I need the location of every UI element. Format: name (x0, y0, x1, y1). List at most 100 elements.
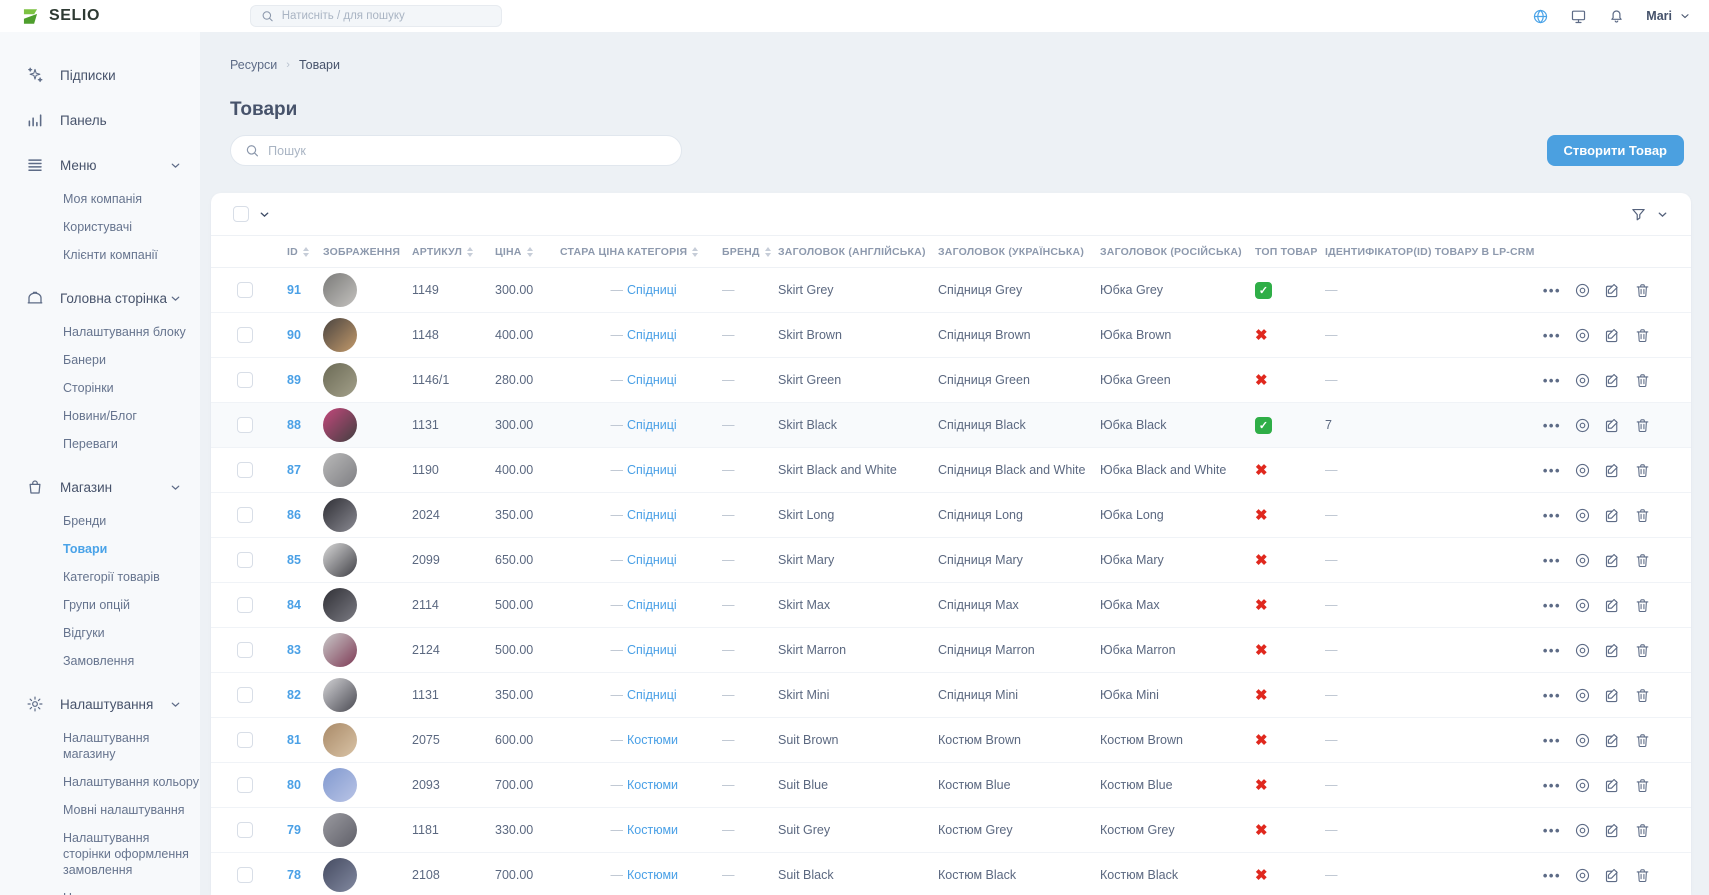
edit-icon[interactable] (1604, 417, 1621, 434)
category-link[interactable]: Костюми (627, 823, 679, 837)
category-link[interactable]: Спідниці (627, 598, 677, 612)
delete-icon[interactable] (1634, 327, 1651, 344)
product-id-link[interactable]: 90 (287, 328, 301, 342)
view-icon[interactable] (1574, 687, 1591, 704)
more-icon[interactable]: ••• (1542, 642, 1561, 658)
row-checkbox[interactable] (237, 327, 253, 343)
category-link[interactable]: Костюми (627, 733, 679, 747)
column-header-brand[interactable]: БРЕНД (715, 246, 771, 258)
more-icon[interactable]: ••• (1542, 327, 1561, 343)
sidebar-subitem-4-2[interactable]: Категорії товарів (63, 570, 160, 584)
view-icon[interactable] (1574, 732, 1591, 749)
sidebar-subitem-2-2[interactable]: Клієнти компанії (63, 248, 158, 262)
sidebar-subitem-4-0[interactable]: Бренди (63, 514, 107, 528)
edit-icon[interactable] (1604, 282, 1621, 299)
edit-icon[interactable] (1604, 822, 1621, 839)
category-link[interactable]: Спідниці (627, 418, 677, 432)
row-checkbox[interactable] (237, 282, 253, 298)
more-icon[interactable]: ••• (1542, 822, 1561, 838)
product-id-link[interactable]: 89 (287, 373, 301, 387)
view-icon[interactable] (1574, 417, 1591, 434)
more-icon[interactable]: ••• (1542, 507, 1561, 523)
sidebar-item-3[interactable]: Головна сторінка (0, 289, 200, 307)
edit-icon[interactable] (1604, 552, 1621, 569)
sidebar-subitem-5-3[interactable]: Налаштування сторінки оформлення замовле… (63, 831, 189, 877)
display-icon[interactable] (1570, 8, 1587, 25)
delete-icon[interactable] (1634, 417, 1651, 434)
row-checkbox[interactable] (237, 552, 253, 568)
category-link[interactable]: Спідниці (627, 373, 677, 387)
category-link[interactable]: Костюми (627, 778, 679, 792)
sidebar-subitem-5-1[interactable]: Налаштування кольору (63, 775, 199, 789)
global-search-input[interactable] (281, 10, 491, 22)
view-icon[interactable] (1574, 372, 1591, 389)
sidebar-subitem-5-2[interactable]: Мовні налаштування (63, 803, 185, 817)
product-id-link[interactable]: 87 (287, 463, 301, 477)
category-link[interactable]: Спідниці (627, 643, 677, 657)
edit-icon[interactable] (1604, 327, 1621, 344)
view-icon[interactable] (1574, 777, 1591, 794)
sidebar-subitem-3-4[interactable]: Переваги (63, 437, 118, 451)
sidebar-subitem-2-0[interactable]: Моя компанія (63, 192, 143, 206)
category-link[interactable]: Спідниці (627, 508, 677, 522)
product-id-link[interactable]: 86 (287, 508, 301, 522)
sidebar-subitem-3-2[interactable]: Сторінки (63, 381, 114, 395)
delete-icon[interactable] (1634, 642, 1651, 659)
column-header-sku[interactable]: АРТИКУЛ (403, 246, 485, 258)
more-icon[interactable]: ••• (1542, 462, 1561, 478)
sidebar-subitem-4-4[interactable]: Відгуки (63, 626, 105, 640)
row-checkbox[interactable] (237, 777, 253, 793)
delete-icon[interactable] (1634, 552, 1651, 569)
more-icon[interactable]: ••• (1542, 552, 1561, 568)
delete-icon[interactable] (1634, 597, 1651, 614)
sidebar-subitem-3-3[interactable]: Новини/Блог (63, 409, 137, 423)
delete-icon[interactable] (1634, 462, 1651, 479)
sidebar-subitem-3-0[interactable]: Налаштування блоку (63, 325, 186, 339)
sidebar-subitem-2-1[interactable]: Користувачі (63, 220, 133, 234)
products-search[interactable] (230, 135, 682, 166)
sidebar-item-5[interactable]: Налаштування (0, 695, 200, 713)
view-icon[interactable] (1574, 642, 1591, 659)
delete-icon[interactable] (1634, 777, 1651, 794)
more-icon[interactable]: ••• (1542, 867, 1561, 883)
product-id-link[interactable]: 81 (287, 733, 301, 747)
view-icon[interactable] (1574, 507, 1591, 524)
chevron-down-icon[interactable] (258, 208, 271, 221)
more-icon[interactable]: ••• (1542, 282, 1561, 298)
delete-icon[interactable] (1634, 372, 1651, 389)
row-checkbox[interactable] (237, 822, 253, 838)
more-icon[interactable]: ••• (1542, 687, 1561, 703)
more-icon[interactable]: ••• (1542, 372, 1561, 388)
product-id-link[interactable]: 80 (287, 778, 301, 792)
category-link[interactable]: Спідниці (627, 328, 677, 342)
more-icon[interactable]: ••• (1542, 417, 1561, 433)
row-checkbox[interactable] (237, 597, 253, 613)
column-header-price[interactable]: ЦІНА (485, 246, 553, 258)
category-link[interactable]: Костюми (627, 868, 679, 882)
more-icon[interactable]: ••• (1542, 732, 1561, 748)
row-checkbox[interactable] (237, 642, 253, 658)
category-link[interactable]: Спідниці (627, 553, 677, 567)
user-menu[interactable]: Mari (1646, 9, 1691, 23)
bell-icon[interactable] (1608, 8, 1625, 25)
globe-icon[interactable] (1532, 8, 1549, 25)
column-header-id[interactable]: ID (277, 246, 319, 258)
row-checkbox[interactable] (237, 687, 253, 703)
edit-icon[interactable] (1604, 867, 1621, 884)
view-icon[interactable] (1574, 822, 1591, 839)
product-id-link[interactable]: 91 (287, 283, 301, 297)
category-link[interactable]: Спідниці (627, 283, 677, 297)
select-all-checkbox[interactable] (233, 206, 249, 222)
product-id-link[interactable]: 79 (287, 823, 301, 837)
filter-button[interactable] (1630, 206, 1669, 223)
view-icon[interactable] (1574, 462, 1591, 479)
app-logo[interactable]: SELIO (20, 6, 210, 27)
sidebar-subitem-5-4[interactable]: Налаштування скриптів (63, 890, 200, 895)
edit-icon[interactable] (1604, 642, 1621, 659)
view-icon[interactable] (1574, 282, 1591, 299)
global-search[interactable] (250, 5, 502, 27)
product-id-link[interactable]: 84 (287, 598, 301, 612)
delete-icon[interactable] (1634, 507, 1651, 524)
edit-icon[interactable] (1604, 462, 1621, 479)
edit-icon[interactable] (1604, 777, 1621, 794)
